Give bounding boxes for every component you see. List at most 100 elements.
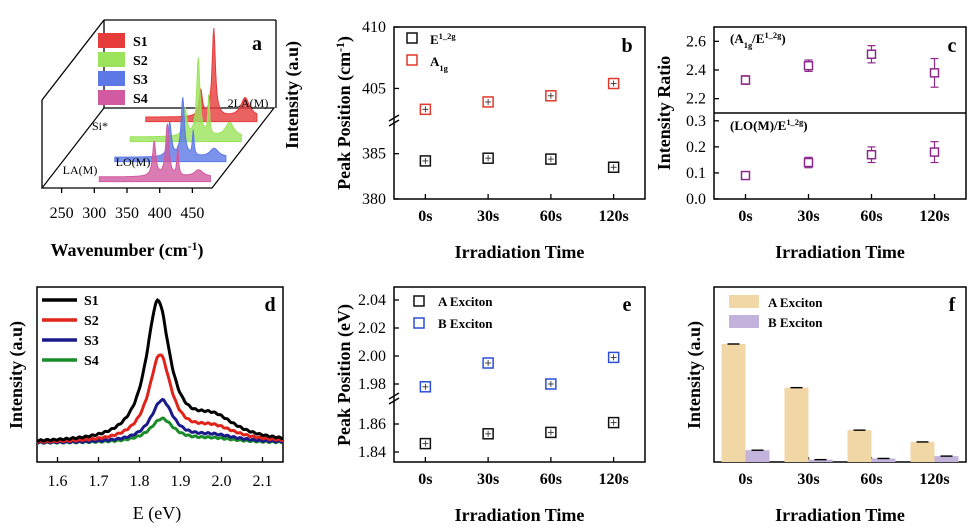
legend-marker-b (413, 317, 425, 329)
legend-label-S2: S2 (133, 54, 148, 69)
panel-a-raman-spectra: S1 S2 S3 S4 2LA(M) Si* LO(M) LA(M) a 250 300 350 400… (40, 19, 303, 262)
marker-a1g (482, 96, 494, 108)
marker-e2g (545, 153, 557, 165)
ratio-a1g-e2g-marker (803, 60, 814, 71)
x-tick-label: 0s (738, 208, 752, 225)
x-tick-label: 300 (82, 205, 106, 222)
marker-a-exciton (419, 437, 432, 450)
x-tick-label: 2.1 (253, 473, 273, 490)
y-tick-label: 2.2 (686, 91, 706, 108)
y-tick-label: 405 (362, 80, 386, 97)
y-tick-label: 1.98 (358, 376, 386, 393)
plot-frame (393, 286, 646, 463)
marker-b-exciton (419, 381, 432, 393)
marker-a1g (419, 103, 432, 116)
marker-b-exciton (607, 351, 620, 364)
x-tick-label: 60s (540, 208, 562, 225)
x-tick-label: 2.0 (212, 473, 232, 490)
legend-swatch-S4 (98, 90, 125, 105)
x-tick-label: 0s (418, 471, 432, 488)
x-axis-label: Wavenumber (cm-1) (51, 240, 204, 262)
y-axis-label: Intensity (a.u) (6, 321, 27, 429)
x-tick-label: 400 (148, 205, 172, 222)
x-tick-label: 30s (797, 208, 819, 225)
legend-label-e2g: E1_2g (430, 31, 456, 47)
bar-b-exciton (934, 456, 959, 462)
bar-a-exciton (847, 430, 872, 462)
panel-letter: e (623, 294, 632, 316)
legend-marker-a (413, 295, 425, 307)
legend-label-S1: S1 (84, 294, 99, 309)
x-tick-label: 250 (50, 205, 74, 222)
legend-swatch-0 (729, 295, 759, 308)
marker-b-exciton (482, 357, 494, 369)
x-tick-label: 1.6 (48, 473, 68, 490)
marker-a-exciton (482, 428, 494, 440)
spectrum-S1 (145, 28, 258, 123)
x-tick-label: 1.9 (171, 473, 191, 490)
bar-a-exciton (910, 441, 935, 462)
ratio-a1g-e2g-marker (929, 68, 940, 78)
panel-letter: a (252, 33, 262, 55)
legend-marker-e2g (406, 32, 418, 44)
pl-curve-S1 (36, 298, 283, 443)
y-tick-label: 0.2 (686, 139, 706, 156)
ratio-lo-e2g-marker (866, 149, 877, 160)
x-tick-label: 120s (599, 208, 629, 225)
ratio-lo-e2g-marker (740, 170, 751, 181)
bar-b-exciton (745, 450, 770, 462)
back-edge (41, 19, 105, 101)
marker-a-exciton (545, 426, 557, 439)
panel-d-pl-spectra: 1.6 1.7 1.8 1.9 2.0 2.1 S1 S2 S3 S4 d E (eV) Intensi… (6, 286, 284, 524)
subplot-label-top: (A1g/E1_2g) (730, 30, 786, 50)
marker-e2g (482, 152, 494, 164)
x-axis-label: Irradiation Time (455, 242, 585, 262)
ratio-lo-e2g-marker (803, 157, 814, 168)
marker-e2g (419, 155, 432, 167)
x-axis-label: Irradiation Time (775, 505, 905, 525)
plot-frame (393, 26, 646, 200)
annotation-la: LA(M) (63, 163, 98, 177)
axis-break (388, 114, 400, 122)
x-tick-label: 60s (860, 471, 882, 488)
x-axis-label: E (eV) (133, 503, 181, 524)
x-tick-label: 60s (540, 471, 562, 488)
legend-label-1: B Exciton (768, 315, 823, 330)
legend-swatch-S2 (98, 52, 125, 67)
bar-a-exciton (721, 344, 746, 462)
x-axis-label: Irradiation Time (455, 505, 585, 525)
legend-swatch-S1 (98, 33, 125, 48)
x-tick-label: 30s (477, 208, 499, 225)
y-axis-label: Intensity (a.u) (684, 321, 705, 429)
annotation-lo: LO(M) (116, 155, 151, 169)
y-axis-label: Peak Position (eV) (334, 304, 355, 446)
axis-break (388, 119, 400, 127)
legend-swatch-1 (729, 315, 759, 328)
annotation-2la: 2LA(M) (228, 96, 269, 110)
y-tick-label: 2.4 (686, 62, 706, 79)
legend-label-S4: S4 (84, 354, 99, 369)
y-tick-label: 2.00 (358, 348, 386, 365)
y-axis-label: Intensity (a.u) (282, 41, 303, 149)
legend-label-S2: S2 (84, 314, 99, 329)
y-axis-label: Intensity Ratio (654, 56, 674, 171)
legend-label-0: A Exciton (768, 295, 823, 310)
y-axis-label: Peak Position (cm-1) (334, 36, 356, 190)
panel-c-intensity-ratio: 2.2 2.4 2.6 0.0 0.1 0.2 0.3 0s 30s 60s 120s Irradia… (654, 26, 967, 262)
x-tick-label: 1.7 (89, 473, 109, 490)
y-tick-label: 380 (362, 191, 386, 208)
pl-curve-S2 (36, 353, 283, 444)
x-tick-label: 120s (919, 208, 949, 225)
axis-break (388, 392, 400, 400)
ratio-a1g-e2g-marker (740, 75, 751, 85)
plot-frame (713, 286, 967, 463)
floor-plane (40, 107, 276, 189)
legend-label-S4: S4 (133, 92, 148, 107)
x-tick-label: 450 (180, 205, 204, 222)
spectrum-S4 (98, 123, 211, 183)
y-tick-label: 0.1 (686, 165, 706, 182)
legend-label-S3: S3 (133, 73, 148, 88)
y-tick-label: 2.02 (358, 320, 386, 337)
bar-b-exciton (808, 459, 833, 462)
